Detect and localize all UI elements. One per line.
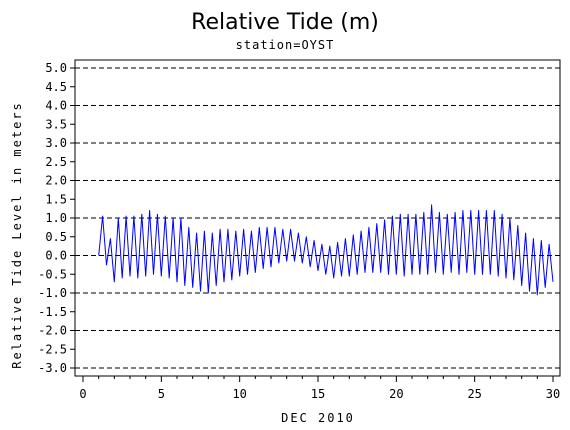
y-tick-label: 4.0 [45,99,67,113]
x-tick-label: 5 [158,387,165,401]
y-tick-label: 4.5 [45,80,67,94]
y-tick-label: 2.5 [45,155,67,169]
y-tick-label: 0.5 [45,230,67,244]
x-axis: 0 5 10 15 20 25 30 [79,376,560,401]
y-tick-label: 3.0 [45,136,67,150]
y-tick-label: 0.0 [45,249,67,263]
x-tick-label: 25 [467,387,481,401]
y-tick-label: -0.5 [38,267,67,281]
x-axis-label: DEC 2010 [281,411,355,425]
x-tick-label: 0 [79,387,86,401]
y-tick-label: 3.5 [45,117,67,131]
y-tick-label: 1.5 [45,192,67,206]
chart-title: Relative Tide (m) [191,10,379,35]
series-group [98,204,554,296]
y-tick-label: 5.0 [45,61,67,75]
y-tick-label: -1.0 [38,286,67,300]
x-tick-label: 15 [311,387,325,401]
x-tick-label: 30 [546,387,560,401]
y-tick-label: -1.5 [38,305,67,319]
x-tick-label: 20 [389,387,403,401]
y-tick-label: 1.0 [45,211,67,225]
y-axis: -3.0 -2.5 -2.0 -1.5 -1.0 -0.5 0.0 0.5 1.0 1.5 2.0 2… [38,61,75,375]
y-axis-label: Relative Tide Level in meters [10,101,24,369]
y-tick-label: -3.0 [38,361,67,375]
y-tick-label: -2.5 [38,342,67,356]
y-tick-label: 2.0 [45,174,67,188]
x-tick-label: 10 [232,387,246,401]
y-tick-label: -2.0 [38,324,67,338]
chart-subtitle: station=OYST [236,38,335,52]
tide-series-line [98,204,554,296]
